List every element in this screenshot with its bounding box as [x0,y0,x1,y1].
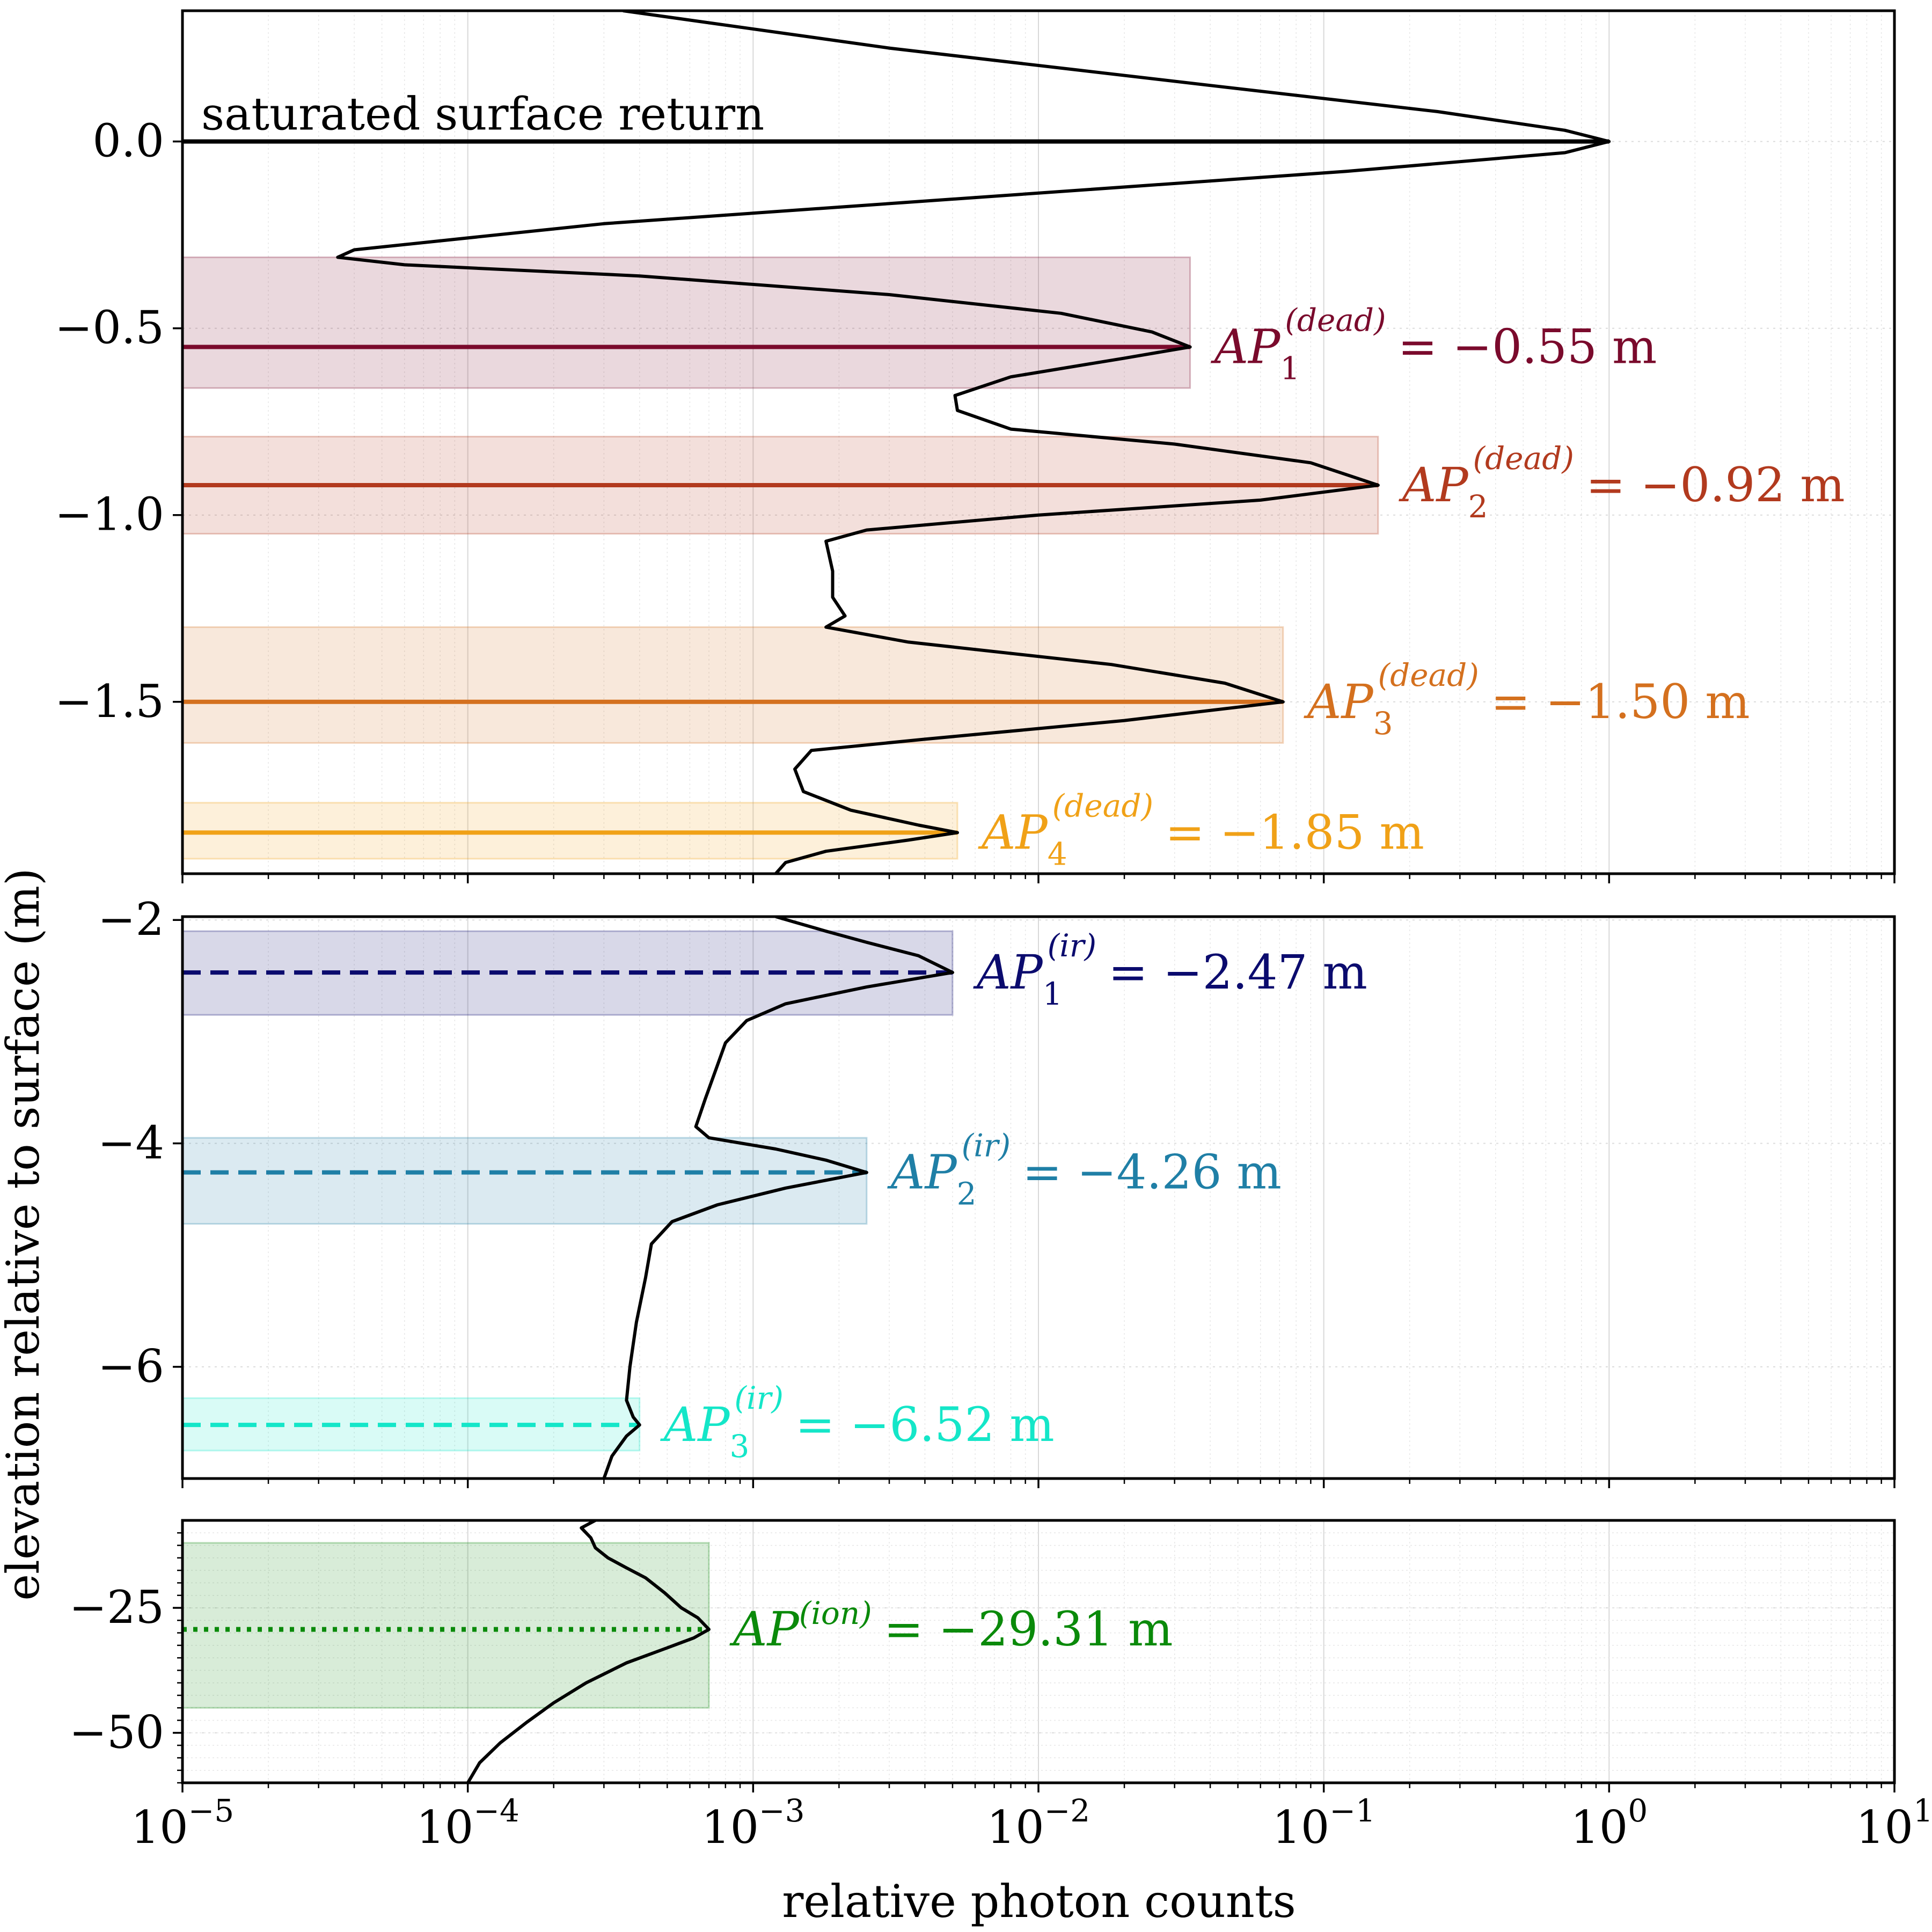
profile-curve-ion [466,1520,711,1783]
label-value: = −29.31 m [884,1601,1173,1657]
label-value: = −0.92 m [1586,457,1845,513]
peak-label-ir-1: AP1 (ir) = −2.47 m [973,927,1367,1012]
x-tick-base: 10 [987,1801,1044,1854]
peak-label-ir-3: AP3 (ir) = −6.52 m [660,1380,1055,1465]
label-superscript: (ir) [734,1380,784,1416]
label-base: AP [1304,674,1374,729]
y-tick-label: −6 [98,1340,164,1393]
y-tick-label: −2 [98,893,164,946]
label-subscript: 3 [1373,705,1393,742]
x-tick-label: 10−2 [987,1792,1090,1854]
label-base: AP [1399,457,1469,513]
panel-plot-area [182,1520,1894,1783]
label-value: = −1.50 m [1491,674,1750,729]
x-axis-label: relative photon counts [782,1875,1296,1928]
y-tick-label: 0.0 [92,115,164,167]
profile-curve-ir [602,917,954,1479]
label-subscript: 2 [1468,488,1488,525]
x-tick-exponent: −3 [759,1792,805,1829]
label-base: AP [978,804,1049,860]
x-tick-label: 10−5 [131,1792,234,1854]
x-tick-base: 10 [131,1801,188,1854]
x-tick-base: 10 [1272,1801,1329,1854]
x-tick-label: 100 [1570,1792,1648,1854]
band-ir-2 [182,1137,868,1225]
label-subscript: 4 [1048,836,1067,872]
label-value: = −2.47 m [1108,945,1367,1000]
label-superscript: (ir) [1048,927,1097,964]
panel-dead-time: 0.0 −0.5 −1.0 −1.5 saturated surface return A… [55,9,1896,883]
label-value: = −1.85 m [1165,804,1424,860]
surface-return-label: saturated surface return [201,88,764,141]
label-superscript: (ion) [799,1595,872,1631]
label-superscript: (dead) [1378,657,1479,693]
peak-label-dead-time-4: AP4 (dead) = −1.85 m [978,787,1424,872]
peak-label-ir-2: AP2 (ir) = −4.26 m [887,1128,1282,1212]
x-tick-label: 10−4 [416,1792,519,1854]
y-tick-label: −25 [69,1581,164,1634]
x-tick-exponent: −1 [1329,1792,1375,1829]
peak-label-dead-time-1: AP1 (dead) = −0.55 m [1211,302,1657,386]
profile-curve-dead-time [336,11,1611,874]
x-tick-label: 10−3 [701,1792,804,1854]
panel-ion: −25 −50 AP(ion) = −29.31 m [69,1519,1896,1792]
band-dead-time-1 [182,256,1191,389]
chart-panels: 0.0 −0.5 −1.0 −1.5 saturated surface return A… [55,9,1896,1792]
label-subscript: 3 [730,1428,750,1465]
label-superscript: (ir) [962,1128,1011,1164]
peak-label-ion-1: AP(ion) = −29.31 m [729,1595,1173,1657]
label-base: AP [887,1145,958,1200]
label-base: AP [660,1397,731,1452]
y-tick-label: −1.5 [55,675,164,728]
x-tick-label: 10−1 [1272,1792,1375,1854]
label-superscript: (dead) [1052,787,1153,824]
x-tick-base: 10 [416,1801,473,1854]
label-value: = −0.55 m [1398,319,1657,374]
label-superscript: (dead) [1285,302,1386,338]
x-tick-exponent: −2 [1044,1792,1091,1829]
label-base: AP [973,945,1044,1000]
label-superscript: (dead) [1473,440,1574,477]
y-tick-label: −0.5 [55,302,164,354]
x-tick-exponent: 0 [1628,1792,1648,1829]
band-dead-time-3 [182,626,1284,744]
peak-label-dead-time-2: AP2 (dead) = −0.92 m [1399,440,1845,525]
label-base: AP [1211,319,1282,374]
label-base: AP [729,1601,800,1657]
x-tick-exponent: −5 [188,1792,235,1829]
label-value: = −4.26 m [1022,1145,1282,1200]
x-tick-base: 10 [701,1801,759,1854]
y-tick-label: −1.0 [55,488,164,541]
x-tick-base: 10 [1570,1801,1628,1854]
band-ion-1 [182,1542,710,1709]
x-tick-base: 10 [1856,1801,1913,1854]
x-tick-exponent: 1 [1913,1792,1932,1829]
x-tick-exponent: −4 [473,1792,519,1829]
x-tick-label: 101 [1856,1792,1932,1854]
peak-label-dead-time-3: AP3 (dead) = −1.50 m [1304,657,1750,742]
label-subscript: 1 [1280,350,1300,386]
x-axis: 10−5 10−4 10−3 10−2 10−1 100 101 [131,1792,1932,1854]
panel-plot-area [182,917,1894,1479]
panel-plot-area [182,11,1894,874]
label-subscript: 1 [1043,976,1063,1012]
y-tick-label: −4 [98,1117,164,1169]
label-value: = −6.52 m [795,1397,1055,1452]
label-subscript: 2 [957,1176,977,1212]
y-tick-label: −50 [69,1706,164,1759]
y-axis-label: elevation relative to surface (m) [0,868,49,1600]
